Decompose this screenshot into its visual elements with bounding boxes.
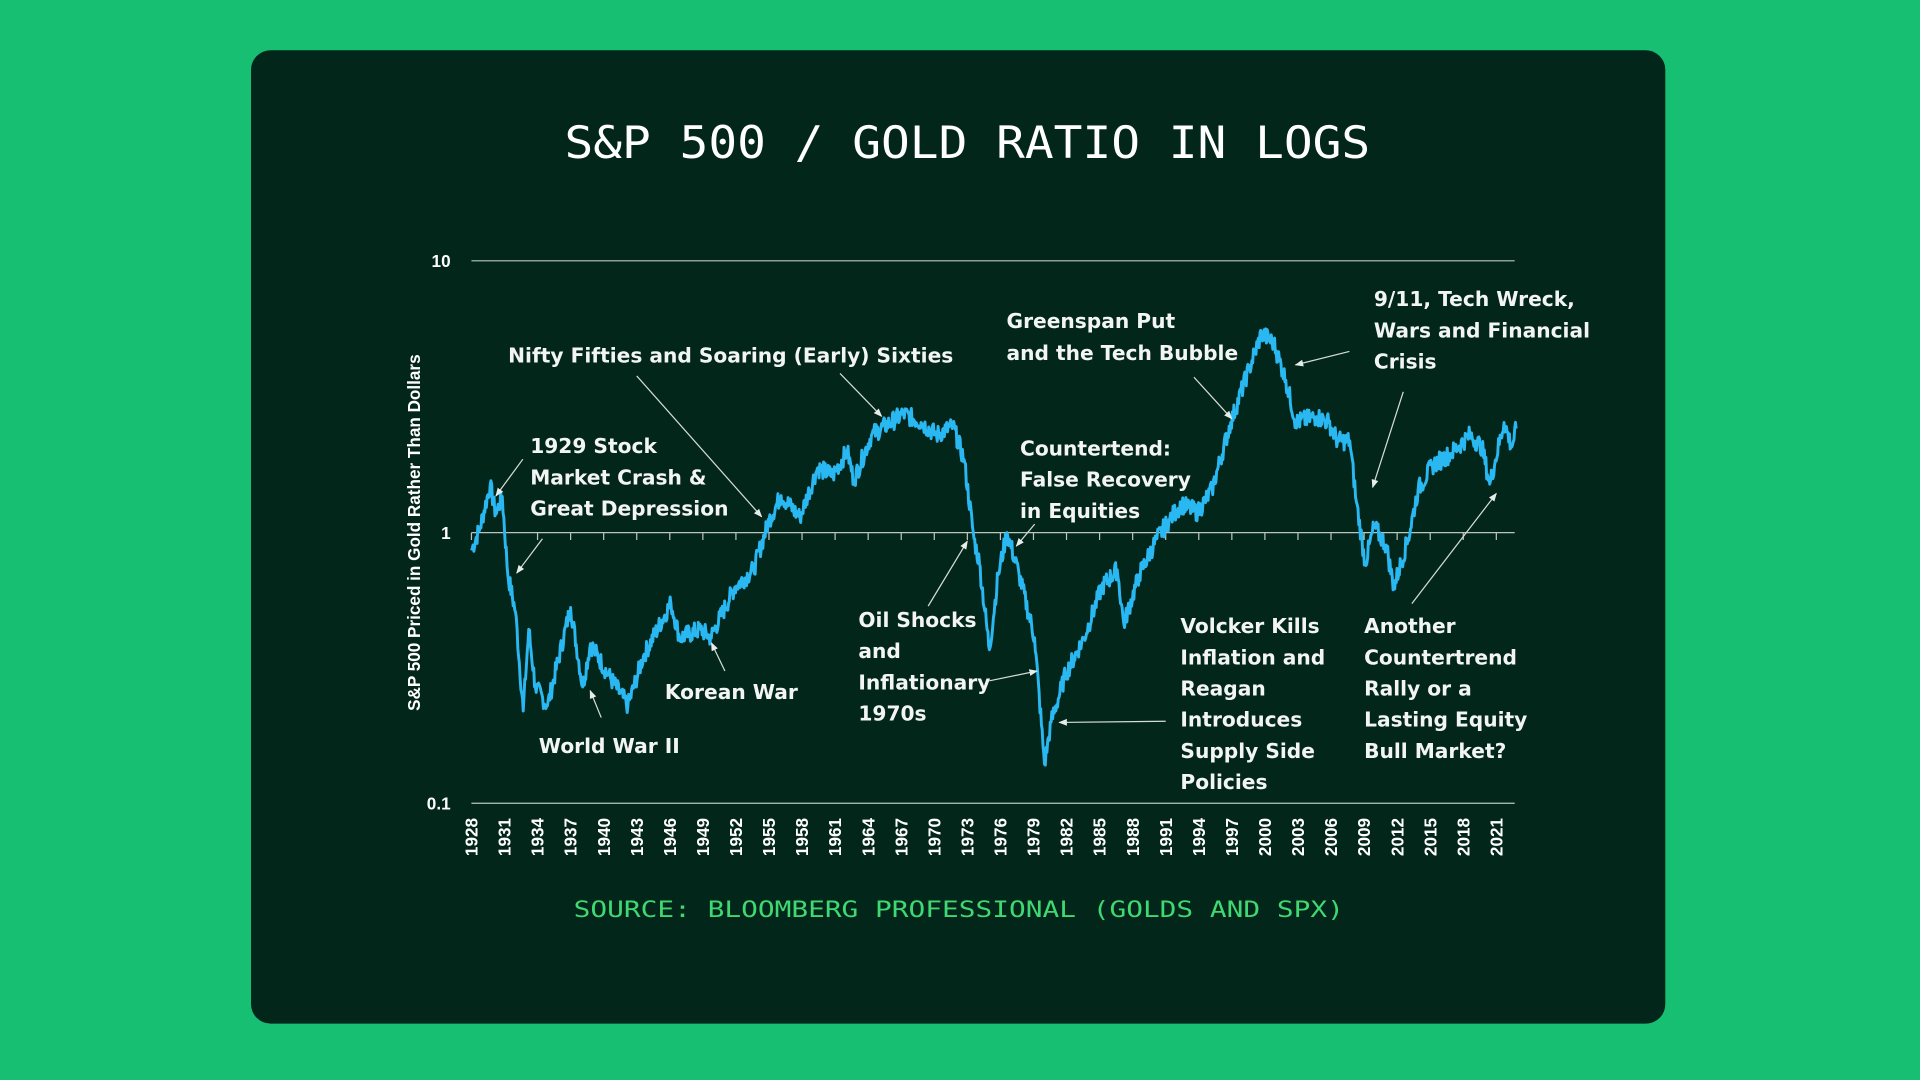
x-tick-label: 1946 bbox=[660, 818, 680, 856]
arrow-counter bbox=[1015, 523, 1036, 547]
x-tick-label: 1952 bbox=[726, 818, 746, 856]
x-tick-label: 1979 bbox=[1024, 818, 1044, 856]
x-tick-label: 2003 bbox=[1288, 818, 1308, 856]
x-tick-label: 2015 bbox=[1420, 817, 1440, 856]
arrow-oil-2 bbox=[989, 669, 1038, 682]
arrow-korea bbox=[710, 642, 726, 672]
arrow-crash-2 bbox=[516, 538, 543, 574]
x-tick-label: 1991 bbox=[1156, 817, 1176, 856]
x-tick-label: 1985 bbox=[1090, 817, 1110, 856]
x-tick-label: 1976 bbox=[991, 818, 1011, 856]
x-tick-label: 2012 bbox=[1387, 818, 1407, 856]
x-tick-label: 2006 bbox=[1321, 818, 1341, 856]
x-tick-label: 1961 bbox=[825, 817, 845, 856]
annotation-countertrend: Countertend: False Recovery in Equities bbox=[1020, 437, 1198, 523]
annotation-volcker: Volcker Kills Inflation and Reagan Intro… bbox=[1180, 614, 1332, 794]
arrow-wreck-1 bbox=[1294, 350, 1350, 367]
x-tick-label: 1994 bbox=[1189, 817, 1209, 856]
x-tick-label: 1997 bbox=[1222, 818, 1242, 856]
annotation-nifty-fifties: Nifty Fifties and Soaring (Early) Sixtie… bbox=[508, 343, 953, 367]
x-tick-label: 1970 bbox=[924, 818, 944, 856]
arrow-nifty-2 bbox=[839, 373, 883, 417]
annotation-korean-war: Korean War bbox=[665, 680, 798, 704]
x-tick-label: 2018 bbox=[1453, 818, 1473, 856]
x-tick-label: 2000 bbox=[1255, 818, 1275, 856]
y-tick-label-10: 10 bbox=[432, 251, 451, 271]
x-tick-label: 1967 bbox=[891, 818, 911, 856]
arrow-another bbox=[1411, 492, 1497, 605]
x-tick-label: 2009 bbox=[1354, 818, 1374, 856]
annotation-arrows bbox=[495, 350, 1497, 726]
y-tick-label-1: 1 bbox=[441, 523, 451, 543]
annotation-world-war-ii: World War II bbox=[539, 734, 680, 758]
arrow-greenspan bbox=[1193, 376, 1233, 420]
x-axis-ticks: 1928 1931 1934 1937 1940 1943 1946 1949 1952 1955… bbox=[462, 532, 1506, 856]
arrow-crash-1 bbox=[495, 458, 524, 497]
annotation-oil-shocks: Oil Shocks and Inflationary 1970s bbox=[858, 608, 997, 726]
annotation-another-rally: Another Countertrend Rally or a Lasting … bbox=[1364, 614, 1534, 763]
arrow-oil-1 bbox=[927, 540, 968, 607]
x-tick-label: 1973 bbox=[957, 818, 977, 856]
annotation-greenspan-put: Greenspan Put and the Tech Bubble bbox=[1007, 309, 1239, 365]
x-tick-label: 1949 bbox=[693, 818, 713, 856]
source-note: SOURCE: BLOOMBERG PROFESSIONAL (GOLDS AN… bbox=[574, 898, 1344, 923]
chart-title: S&P 500 / GOLD RATIO IN LOGS bbox=[564, 118, 1370, 169]
arrow-volcker bbox=[1058, 718, 1166, 726]
x-tick-label: 1931 bbox=[495, 817, 515, 856]
x-tick-label: 1958 bbox=[792, 818, 812, 856]
annotation-tech-wreck: 9/11, Tech Wreck, Wars and Financial Cri… bbox=[1374, 287, 1597, 373]
x-tick-label: 1940 bbox=[594, 818, 614, 856]
annotation-1929-crash: 1929 Stock Market Crash & Great Depressi… bbox=[530, 434, 728, 520]
arrow-wreck-2 bbox=[1371, 391, 1404, 489]
x-tick-label: 1988 bbox=[1123, 818, 1143, 856]
x-tick-label: 1928 bbox=[462, 818, 482, 856]
arrow-nifty-1 bbox=[636, 375, 763, 518]
x-tick-label: 1955 bbox=[759, 817, 779, 856]
ratio-series-line bbox=[470, 327, 1518, 767]
chart-card bbox=[251, 50, 1666, 1024]
y-axis-label: S&P 500 Priced in Gold Rather Than Dolla… bbox=[404, 354, 424, 711]
x-tick-label: 1964 bbox=[858, 817, 878, 856]
x-tick-label: 1937 bbox=[561, 818, 581, 856]
x-tick-label: 1943 bbox=[627, 818, 647, 856]
x-tick-label: 2021 bbox=[1486, 817, 1506, 856]
x-tick-label: 1934 bbox=[528, 817, 548, 856]
y-tick-label-0.1: 0.1 bbox=[427, 793, 451, 813]
arrow-ww2 bbox=[589, 689, 602, 718]
x-tick-label: 1982 bbox=[1057, 818, 1077, 856]
